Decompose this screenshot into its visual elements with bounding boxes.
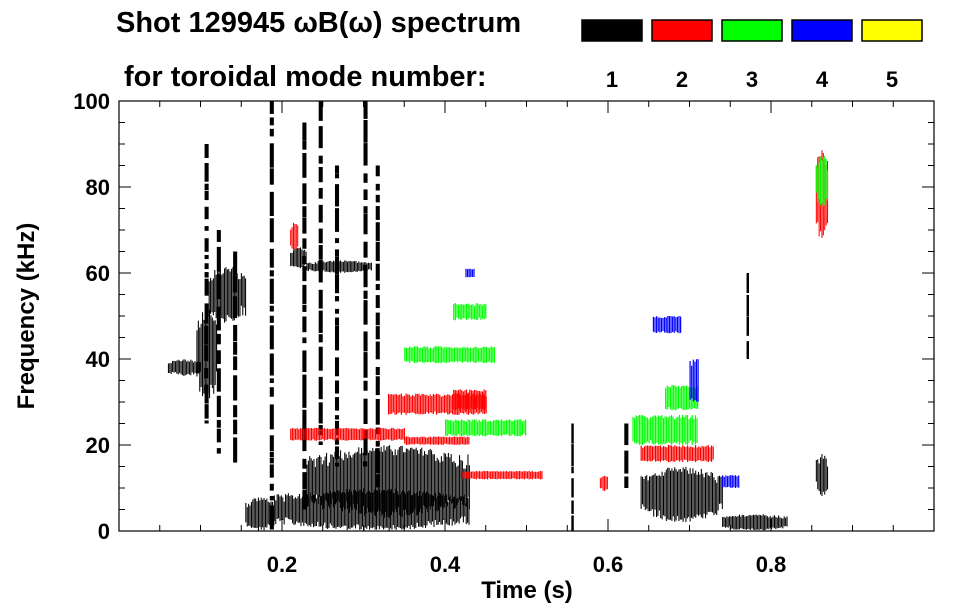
legend-swatch-mode-5 — [861, 19, 923, 42]
y-tick-label: 80 — [86, 175, 110, 200]
mode-4-band-38 — [652, 316, 682, 334]
legend-swatch-mode-3 — [721, 19, 783, 42]
y-tick-label: 60 — [86, 261, 110, 286]
chart-title-line1: Shot 129945 ωB(ω) spectrum — [116, 7, 521, 39]
x-axis-label: Time (s) — [481, 577, 573, 604]
plot-frame — [118, 100, 935, 532]
legend-label-mode-4: 4 — [816, 67, 829, 92]
mode-1-stripe-21 — [624, 423, 629, 488]
mode-1-stripe-14 — [269, 101, 274, 530]
mode-1-stripe-13 — [233, 251, 238, 463]
mode-2-band-28 — [640, 445, 714, 463]
title-area: Shot 129945 ωB(ω) spectrum for toroidal … — [116, 7, 521, 93]
mode-4-band-40 — [689, 359, 699, 402]
mode-3-band-32 — [404, 346, 496, 364]
legend-label-mode-3: 3 — [746, 67, 758, 92]
mode-2-blob-31 — [599, 475, 608, 492]
x-tick-label: 0.4 — [430, 552, 461, 577]
mode-1-stripe-18 — [363, 101, 368, 467]
mode-1-blob-3 — [640, 466, 723, 523]
mode-1-blob-4 — [722, 514, 788, 531]
mode-1-stripe-17 — [334, 165, 340, 467]
mode-1-stripe-15 — [302, 122, 307, 510]
mode-1-stripe-11 — [204, 144, 209, 424]
spectrogram-data — [167, 101, 829, 531]
mode-1-blob-5 — [167, 359, 202, 376]
plot-axes: 0.2 0.4 0.6 0.8 0 20 40 60 80 100 — [73, 89, 935, 577]
mode-3-blob-37 — [815, 155, 829, 207]
mode-1-stripe-22 — [746, 273, 749, 359]
mode-3-band-34 — [445, 419, 527, 437]
mode-2-band-23 — [290, 427, 405, 441]
mode-1-stripe-19 — [375, 165, 380, 488]
legend-swatch-mode-4 — [791, 19, 853, 42]
mode-4-band-39 — [465, 268, 475, 278]
chart-title-line2: for toroidal mode number: — [124, 61, 487, 93]
legend: 1 2 3 4 5 — [581, 19, 923, 92]
legend-label-mode-5: 5 — [886, 67, 898, 92]
legend-swatch-mode-2 — [651, 19, 713, 42]
mode-1-blob-10 — [815, 454, 829, 497]
mode-4-band-41 — [722, 475, 740, 488]
legend-label-mode-2: 2 — [676, 67, 688, 92]
legend-label-mode-1: 1 — [606, 67, 618, 92]
mode-2-band-26 — [453, 389, 487, 411]
mode-1-blob-7 — [208, 267, 247, 323]
y-axis-label: Frequency (kHz) — [13, 223, 40, 410]
mode-3-band-35 — [632, 414, 698, 445]
y-tick-label: 100 — [73, 89, 110, 114]
x-tick-label: 0.8 — [756, 552, 787, 577]
mode-1-blob-2 — [306, 445, 470, 518]
mode-2-band-27 — [461, 470, 543, 480]
mode-2-blob-29 — [290, 222, 299, 251]
y-tick-label: 20 — [86, 433, 110, 458]
legend-swatch-mode-1 — [581, 19, 643, 42]
x-tick-label: 0.2 — [267, 552, 298, 577]
y-tick-label: 40 — [86, 347, 110, 372]
mode-3-band-33 — [453, 303, 487, 321]
mode-1-blob-9 — [306, 260, 372, 273]
mode-1-stripe-20 — [571, 423, 574, 531]
mode-2-band-24 — [404, 436, 470, 445]
x-tick-label: 0.6 — [593, 552, 624, 577]
y-tick-label: 0 — [98, 519, 110, 544]
mode-1-stripe-12 — [216, 230, 221, 454]
mode-1-stripe-16 — [318, 101, 323, 445]
